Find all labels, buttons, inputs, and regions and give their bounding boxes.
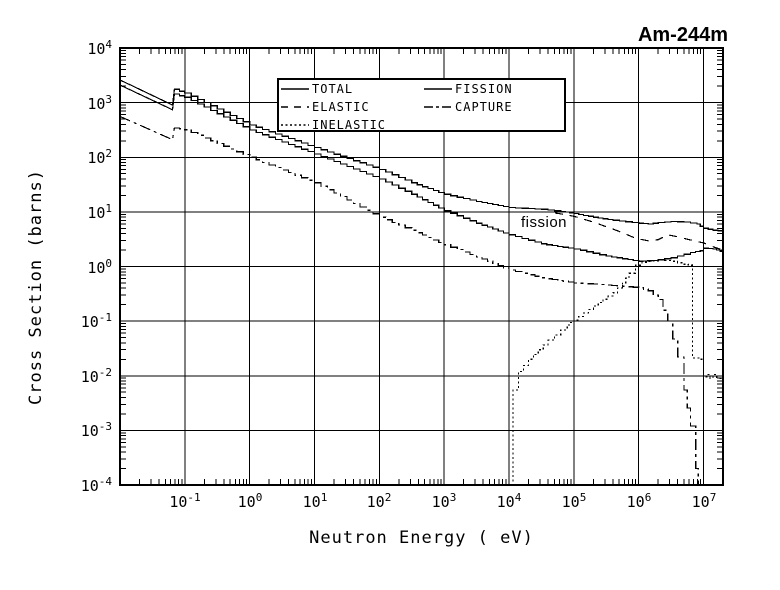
legend-label: CAPTURE bbox=[455, 100, 513, 114]
curve-fission bbox=[120, 84, 723, 262]
legend-item-capture: CAPTURE bbox=[424, 101, 513, 113]
y-tick-label: 10-4 bbox=[80, 475, 112, 495]
curve-elastic bbox=[120, 211, 723, 251]
y-tick-label: 10-3 bbox=[80, 420, 112, 440]
curve-capture bbox=[120, 115, 699, 485]
x-tick-label: 104 bbox=[496, 491, 522, 511]
legend-item-total: TOTAL bbox=[281, 83, 353, 95]
elastic-line-sample bbox=[281, 106, 309, 108]
y-tick-label: 104 bbox=[87, 38, 112, 58]
plot-title: Am-244m bbox=[637, 24, 728, 46]
x-tick-label: 101 bbox=[302, 491, 328, 511]
inelastic-line-sample bbox=[281, 124, 309, 126]
capture-line-sample bbox=[424, 106, 452, 108]
x-tick-label: 103 bbox=[431, 491, 457, 511]
x-tick-label: 106 bbox=[626, 491, 652, 511]
y-tick-label: 103 bbox=[87, 93, 112, 113]
curve-total bbox=[120, 79, 723, 232]
x-axis-label: Neutron Energy ( eV) bbox=[309, 528, 534, 548]
legend-item-inelastic: INELASTIC bbox=[281, 119, 386, 131]
legend-label: FISSION bbox=[455, 82, 513, 96]
legend-box: TOTAL ELASTIC INELASTIC FISSION CAPTURE bbox=[277, 78, 566, 132]
total-line-sample bbox=[281, 88, 309, 90]
y-tick-label: 100 bbox=[87, 257, 112, 277]
fission-line-sample bbox=[424, 88, 452, 90]
y-tick-label: 10-2 bbox=[80, 366, 112, 386]
curve-inelastic bbox=[512, 259, 723, 485]
y-tick-label: 101 bbox=[87, 202, 112, 222]
x-tick-label: 102 bbox=[366, 491, 392, 511]
x-tick-label: 105 bbox=[561, 491, 587, 511]
fission-annotation: fission bbox=[521, 214, 568, 231]
legend-label: TOTAL bbox=[312, 82, 354, 96]
legend-label: INELASTIC bbox=[312, 118, 387, 132]
y-tick-label: 10-1 bbox=[80, 311, 112, 331]
legend-label: ELASTIC bbox=[312, 100, 370, 114]
legend-item-fission: FISSION bbox=[424, 83, 513, 95]
x-tick-label: 100 bbox=[237, 491, 263, 511]
y-axis-label: Cross Section (barns) bbox=[26, 169, 46, 405]
legend-item-elastic: ELASTIC bbox=[281, 101, 370, 113]
y-tick-label: 102 bbox=[87, 147, 112, 167]
x-tick-label: 107 bbox=[691, 491, 717, 511]
x-tick-label: 10-1 bbox=[169, 491, 201, 511]
